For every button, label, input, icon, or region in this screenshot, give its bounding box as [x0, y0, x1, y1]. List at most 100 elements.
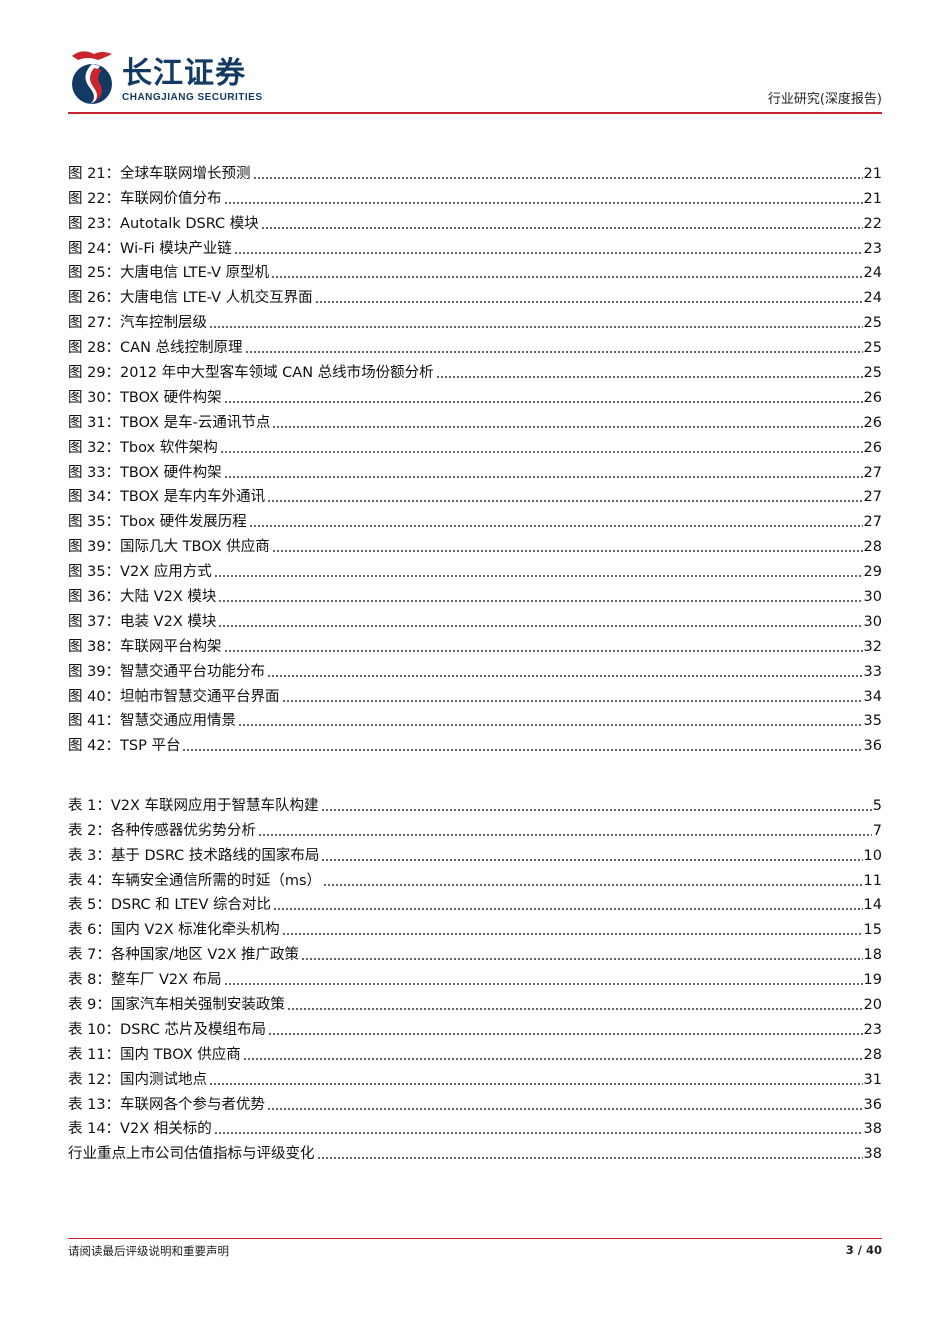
figure-index: 图 21：全球车联网增长预测 21 图 22：车联网价值分布 21 图 23：Autot…	[68, 158, 882, 755]
footer-disclaimer: 请阅读最后评级说明和重要声明	[68, 1244, 229, 1258]
dot-leader	[271, 276, 863, 279]
dot-leader	[223, 475, 863, 478]
toc-entry[interactable]: 表 6：国内 V2X 标准化牵头机构 15	[68, 914, 882, 939]
toc-entry-page: 25	[863, 315, 882, 332]
toc-entry-title: 图 41：智慧交通应用情景	[68, 713, 237, 730]
toc-entry[interactable]: 图 42：TSP 平台 36	[68, 730, 882, 755]
toc-entry-page: 32	[863, 638, 882, 655]
toc-entry-title: 表 5：DSRC 和 LTEV 综合对比	[68, 897, 272, 914]
toc-entry[interactable]: 图 30：TBOX 硬件构架 26	[68, 382, 882, 407]
toc-entry[interactable]: 图 22：车联网价值分布 21	[68, 183, 882, 208]
toc-entry-title: 图 36：大陆 V2X 模块	[68, 589, 217, 606]
toc-entry[interactable]: 图 31：TBOX 是车-云通讯节点 26	[68, 407, 882, 432]
dot-leader	[238, 724, 863, 727]
dot-leader	[301, 958, 863, 961]
toc-entry-page: 27	[863, 489, 882, 506]
toc-entry[interactable]: 图 24：Wi-Fi 模块产业链 23	[68, 233, 882, 258]
toc-entry-page: 35	[863, 713, 882, 730]
dot-leader	[273, 908, 863, 911]
toc-entry-page: 19	[863, 972, 882, 989]
toc-entry[interactable]: 表 2：各种传感器优劣势分析 7	[68, 815, 882, 840]
dot-leader	[223, 201, 863, 204]
toc-entry[interactable]: 表 8：整车厂 V2X 布局 19	[68, 964, 882, 989]
dot-leader	[213, 575, 863, 578]
toc-entry-title: 表 2：各种传感器优劣势分析	[68, 822, 256, 839]
report-type: 行业研究(深度报告)	[767, 92, 882, 107]
toc-entry-page: 31	[863, 1071, 882, 1088]
toc-entry-page: 15	[863, 922, 882, 939]
toc-entry[interactable]: 图 28：CAN 总线控制原理 25	[68, 332, 882, 357]
toc-entry-title: 表 1：V2X 车联网应用于智慧车队构建	[68, 797, 319, 814]
toc-entry[interactable]: 图 27：汽车控制层级 25	[68, 307, 882, 332]
dot-leader	[314, 301, 863, 304]
dot-leader	[213, 1132, 863, 1135]
toc-entry[interactable]: 表 13：车联网各个参与者优势 36	[68, 1089, 882, 1114]
toc-entry[interactable]: 图 35：Tbox 硬件发展历程 27	[68, 506, 882, 531]
toc-entry[interactable]: 图 33：TBOX 硬件构架 27	[68, 457, 882, 482]
toc-entry[interactable]: 表 7：各种国家/地区 V2X 推广政策 18	[68, 939, 882, 964]
toc-entry-page: 30	[863, 613, 882, 630]
dot-leader	[218, 624, 863, 627]
toc-entry[interactable]: 表 11：国内 TBOX 供应商 28	[68, 1039, 882, 1064]
toc-entry-title: 表 14：V2X 相关标的	[68, 1121, 212, 1138]
toc-entry-title: 图 25：大唐电信 LTE-V 原型机	[68, 265, 270, 282]
toc-entry-page: 23	[863, 240, 882, 257]
dot-leader	[244, 351, 863, 354]
toc-entry[interactable]: 图 39：国际几大 TBOX 供应商 28	[68, 531, 882, 556]
toc-entry-title: 表 8：整车厂 V2X 布局	[68, 972, 222, 989]
toc-entry[interactable]: 图 39：智慧交通平台功能分布 33	[68, 656, 882, 681]
page-header: 长江证券 CHANGJIANG SECURITIES 行业研究(深度报告)	[68, 48, 882, 114]
toc-entry-title: 表 11：国内 TBOX 供应商	[68, 1046, 241, 1063]
toc-entry-page: 25	[863, 365, 882, 382]
toc-entry[interactable]: 图 26：大唐电信 LTE-V 人机交互界面 24	[68, 282, 882, 307]
toc-entry[interactable]: 图 32：Tbox 软件架构 26	[68, 432, 882, 457]
toc-entry[interactable]: 行业重点上市公司估值指标与评级变化 38	[68, 1138, 882, 1163]
toc-entry-title: 表 9：国家汽车相关强制安装政策	[68, 997, 285, 1014]
toc-entry[interactable]: 表 1：V2X 车联网应用于智慧车队构建 5	[68, 790, 882, 815]
toc-entry-title: 表 7：各种国家/地区 V2X 推广政策	[68, 947, 300, 964]
toc-entry-title: 图 40：坦帕市智慧交通平台界面	[68, 688, 280, 705]
header-divider	[68, 112, 882, 114]
toc-entry-page: 11	[863, 872, 882, 889]
dot-leader	[223, 983, 863, 986]
toc-entry-title: 图 21：全球车联网增长预测	[68, 165, 251, 182]
toc-entry-page: 22	[863, 215, 882, 232]
dot-leader	[281, 933, 863, 936]
toc-entry[interactable]: 图 36：大陆 V2X 模块 30	[68, 581, 882, 606]
toc-entry[interactable]: 图 25：大唐电信 LTE-V 原型机 24	[68, 258, 882, 283]
dot-leader	[260, 226, 863, 229]
toc-entry-page: 10	[863, 847, 882, 864]
toc-entry-title: 图 39：智慧交通平台功能分布	[68, 663, 266, 680]
company-logo: 长江证券 CHANGJIANG SECURITIES	[68, 48, 263, 106]
logo-english-name: CHANGJIANG SECURITIES	[122, 92, 263, 103]
toc-entry[interactable]: 图 21：全球车联网增长预测 21	[68, 158, 882, 183]
toc-entry[interactable]: 图 23：Autotalk DSRC 模块 22	[68, 208, 882, 233]
toc-entry[interactable]: 表 4：车辆安全通信所需的时延（ms） 11	[68, 865, 882, 890]
toc-entry[interactable]: 表 5：DSRC 和 LTEV 综合对比 14	[68, 890, 882, 915]
toc-entry-page: 27	[863, 464, 882, 481]
toc-entry[interactable]: 图 37：电装 V2X 模块 30	[68, 606, 882, 631]
toc-entry[interactable]: 图 40：坦帕市智慧交通平台界面 34	[68, 681, 882, 706]
toc-entry[interactable]: 表 14：V2X 相关标的 38	[68, 1114, 882, 1139]
toc-entry[interactable]: 图 38：车联网平台构架 32	[68, 631, 882, 656]
dot-leader	[267, 674, 863, 677]
toc-entry-title: 图 22：车联网价值分布	[68, 190, 222, 207]
dot-leader	[435, 376, 863, 379]
toc-entry-title: 图 38：车联网平台构架	[68, 638, 222, 655]
toc-entry[interactable]: 表 12：国内测试地点 31	[68, 1064, 882, 1089]
toc-entry-page: 21	[863, 190, 882, 207]
toc-entry[interactable]: 图 41：智慧交通应用情景 35	[68, 706, 882, 731]
toc-entry-title: 表 3：基于 DSRC 技术路线的国家布局	[68, 847, 320, 864]
toc-entry-title: 图 26：大唐电信 LTE-V 人机交互界面	[68, 290, 313, 307]
dot-leader	[219, 450, 863, 453]
toc-entry[interactable]: 图 35：V2X 应用方式 29	[68, 556, 882, 581]
toc-entry-page: 7	[872, 822, 882, 839]
toc-entry[interactable]: 表 3：基于 DSRC 技术路线的国家布局 10	[68, 840, 882, 865]
toc-entry[interactable]: 表 9：国家汽车相关强制安装政策 20	[68, 989, 882, 1014]
toc-entry-title: 表 6：国内 V2X 标准化牵头机构	[68, 922, 280, 939]
toc-entry-page: 5	[872, 797, 882, 814]
toc-entry[interactable]: 图 34：TBOX 是车内车外通讯 27	[68, 482, 882, 507]
toc-entry[interactable]: 图 29：2012 年中大型客车领域 CAN 总线市场份额分析 25	[68, 357, 882, 382]
toc-entry[interactable]: 表 10：DSRC 芯片及模组布局 23	[68, 1014, 882, 1039]
toc-entry-title: 图 35：V2X 应用方式	[68, 564, 212, 581]
